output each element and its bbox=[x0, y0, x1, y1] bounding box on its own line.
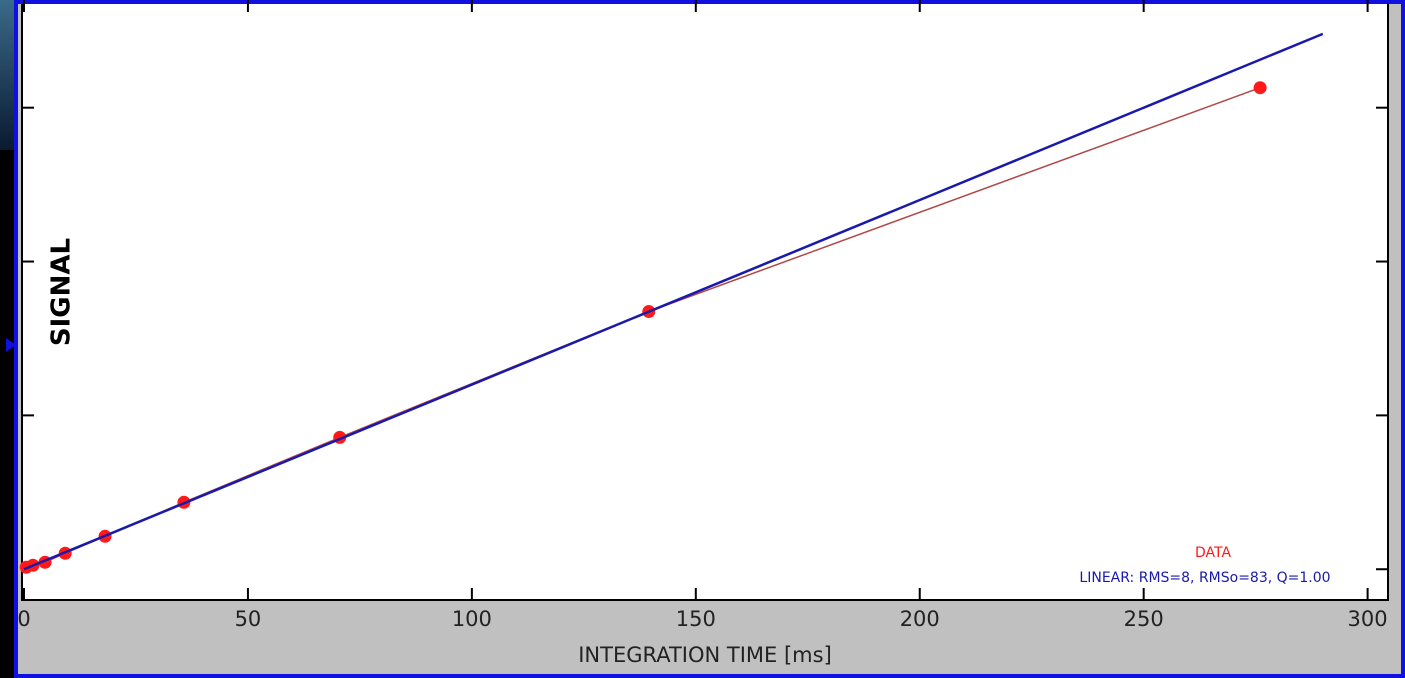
x-tick-label: 100 bbox=[452, 607, 492, 631]
y-axis-title: SIGNAL bbox=[47, 238, 77, 346]
background-photo bbox=[0, 0, 16, 150]
x-axis-title: INTEGRATION TIME [ms] bbox=[578, 643, 832, 667]
data-point bbox=[1253, 81, 1267, 95]
frame bbox=[14, 0, 1405, 678]
plot-area bbox=[21, 0, 1389, 601]
x-tick-label: 150 bbox=[676, 607, 716, 631]
legend-entry: LINEAR: RMS=8, RMSo=83, Q=1.00 bbox=[1079, 570, 1330, 586]
legend-entry: DATA bbox=[1195, 545, 1231, 561]
x-tick-label: 250 bbox=[1124, 607, 1164, 631]
arrow bbox=[6, 338, 16, 352]
x-tick-label: 50 bbox=[235, 607, 262, 631]
x-tick-label: 300 bbox=[1348, 607, 1388, 631]
fit-line bbox=[23, 32, 1324, 571]
x-tick-label: 200 bbox=[900, 607, 940, 631]
x-tick-label: 0 bbox=[17, 607, 30, 631]
